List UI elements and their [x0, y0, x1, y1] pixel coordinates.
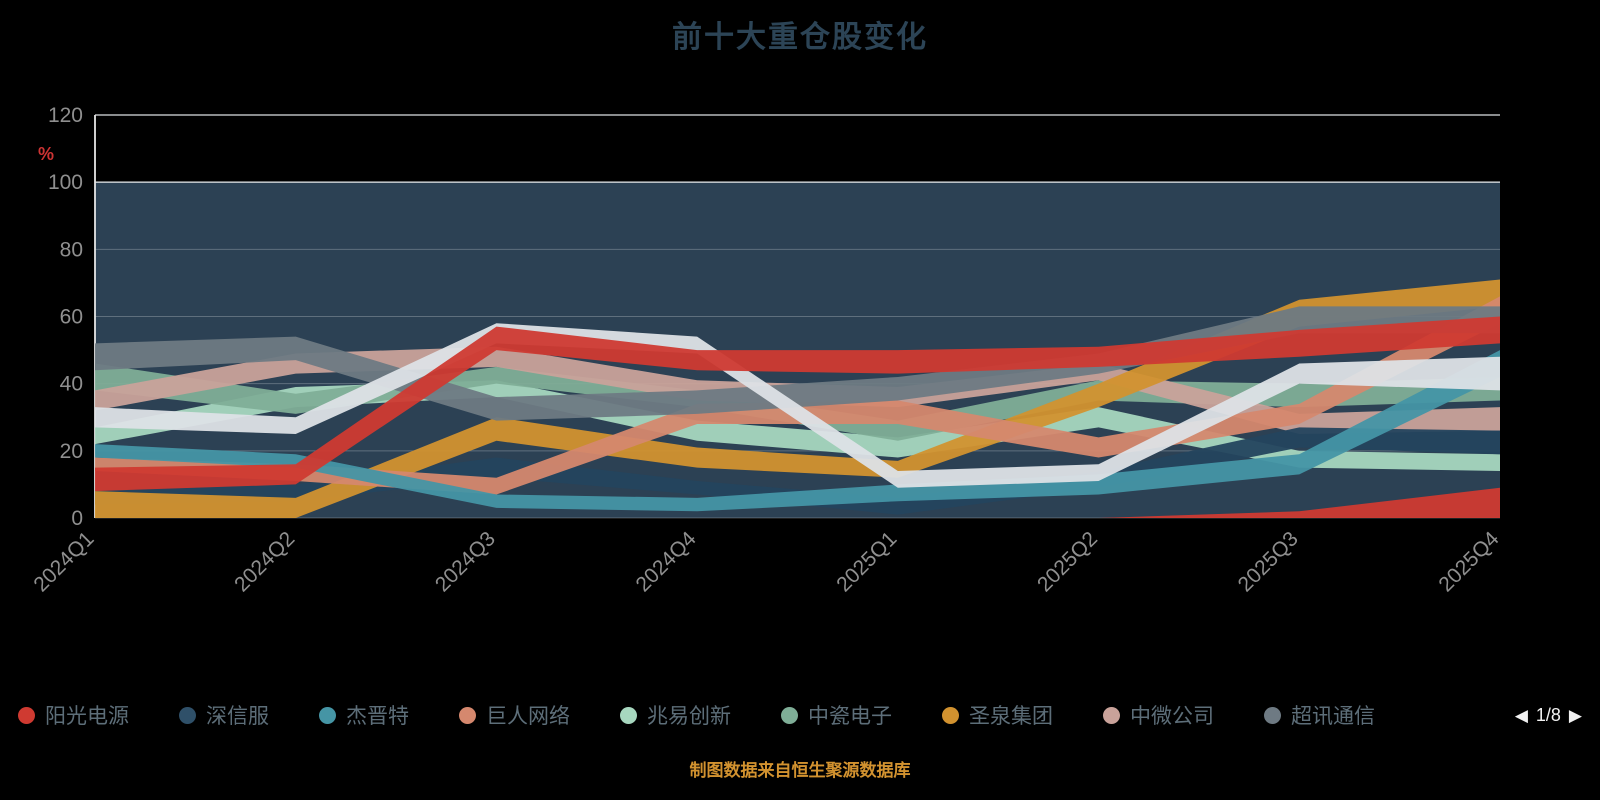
x-axis-tick-label: 2025Q2 — [1033, 527, 1102, 596]
stream-band-band-red-2[interactable] — [95, 487, 1500, 518]
legend-item-label: 圣泉集团 — [969, 705, 1053, 728]
legend-item[interactable]: 阳光电源 — [18, 700, 129, 730]
legend-next-icon[interactable]: ▶ — [1568, 705, 1582, 725]
x-axis-tick-label: 2024Q2 — [230, 527, 299, 596]
y-axis-tick-label: 40 — [60, 373, 83, 396]
legend-dot-icon — [179, 706, 196, 724]
stream-band-band-chaoxun[interactable] — [95, 306, 1500, 421]
legend-item[interactable]: 兆易创新 — [620, 700, 731, 730]
x-axis-tick-label: 2025Q3 — [1234, 527, 1303, 596]
legend-dot-icon — [459, 706, 476, 724]
x-axis-tick-label: 2025Q4 — [1434, 527, 1503, 596]
y-axis-tick-label: 20 — [60, 440, 83, 463]
y-axis-tick-label: 120 — [48, 104, 83, 127]
x-axis-tick-label: 2024Q4 — [632, 527, 701, 596]
legend-item-label: 中瓷电子 — [808, 705, 892, 728]
legend-pager: ◀ 1/8 ▶ — [1515, 705, 1582, 726]
stream-band-band-shengquan[interactable] — [95, 279, 1500, 518]
stream-band-band-yangguang[interactable] — [95, 316, 1500, 492]
x-axis-tick-label: 2024Q3 — [431, 527, 500, 596]
legend-item-label: 巨人网络 — [486, 705, 570, 728]
chart-title: 前十大重仓股变化 — [672, 21, 928, 54]
legend-item[interactable]: 圣泉集团 — [942, 700, 1053, 730]
y-axis-tick-label: 0 — [71, 507, 83, 530]
legend-prev-icon[interactable]: ◀ — [1514, 705, 1528, 725]
legend-item-label: 阳光电源 — [45, 705, 129, 728]
legend-item-label: 兆易创新 — [647, 705, 731, 728]
legend-dot-icon — [781, 706, 798, 724]
legend-dot-icon — [319, 706, 336, 724]
legend-item-label: 中微公司 — [1130, 705, 1214, 728]
legend-dot-icon — [620, 706, 637, 724]
legend-dot-icon — [1264, 706, 1281, 724]
legend-item[interactable]: 巨人网络 — [459, 700, 570, 730]
y-axis-tick-label: 60 — [60, 306, 83, 329]
x-axis-tick-label: 2024Q1 — [29, 527, 98, 596]
legend-item[interactable]: 中瓷电子 — [781, 700, 892, 730]
data-source-caption: 制图数据来自恒生聚源数据库 — [689, 761, 911, 780]
y-axis-tick-label: 80 — [60, 238, 83, 261]
legend-item[interactable]: 超讯通信 — [1264, 700, 1375, 730]
stream-band-band-jiejin[interactable] — [95, 350, 1500, 512]
legend-item-label: 深信服 — [206, 705, 269, 728]
legend: 阳光电源 深信服 杰晋特 巨人网络 兆易创新 中瓷电子 圣泉集团 中微公司 超讯通信 ◀ 1/8… — [0, 700, 1600, 730]
holdings-stream-chart[interactable]: 0 20 40 60 80 100 120% 2024Q1 2024Q2 2024Q3 2024Q4… — [0, 0, 1600, 660]
legend-page-indicator: 1/8 — [1535, 704, 1561, 725]
y-axis-tick-label: 100 — [48, 171, 83, 194]
legend-item[interactable]: 中微公司 — [1103, 700, 1214, 730]
x-axis-tick-label: 2025Q1 — [832, 527, 901, 596]
legend-dot-icon — [1103, 706, 1120, 724]
legend-item[interactable]: 杰晋特 — [319, 700, 409, 730]
stream-band-band-zhaoyi[interactable] — [95, 380, 1500, 471]
legend-item[interactable]: 深信服 — [179, 700, 269, 730]
legend-dot-icon — [942, 706, 959, 724]
legend-item-label: 超讯通信 — [1291, 705, 1375, 728]
legend-item-label: 杰晋特 — [346, 705, 409, 728]
legend-dot-icon — [18, 706, 35, 724]
y-axis-unit-label: % — [38, 144, 54, 164]
